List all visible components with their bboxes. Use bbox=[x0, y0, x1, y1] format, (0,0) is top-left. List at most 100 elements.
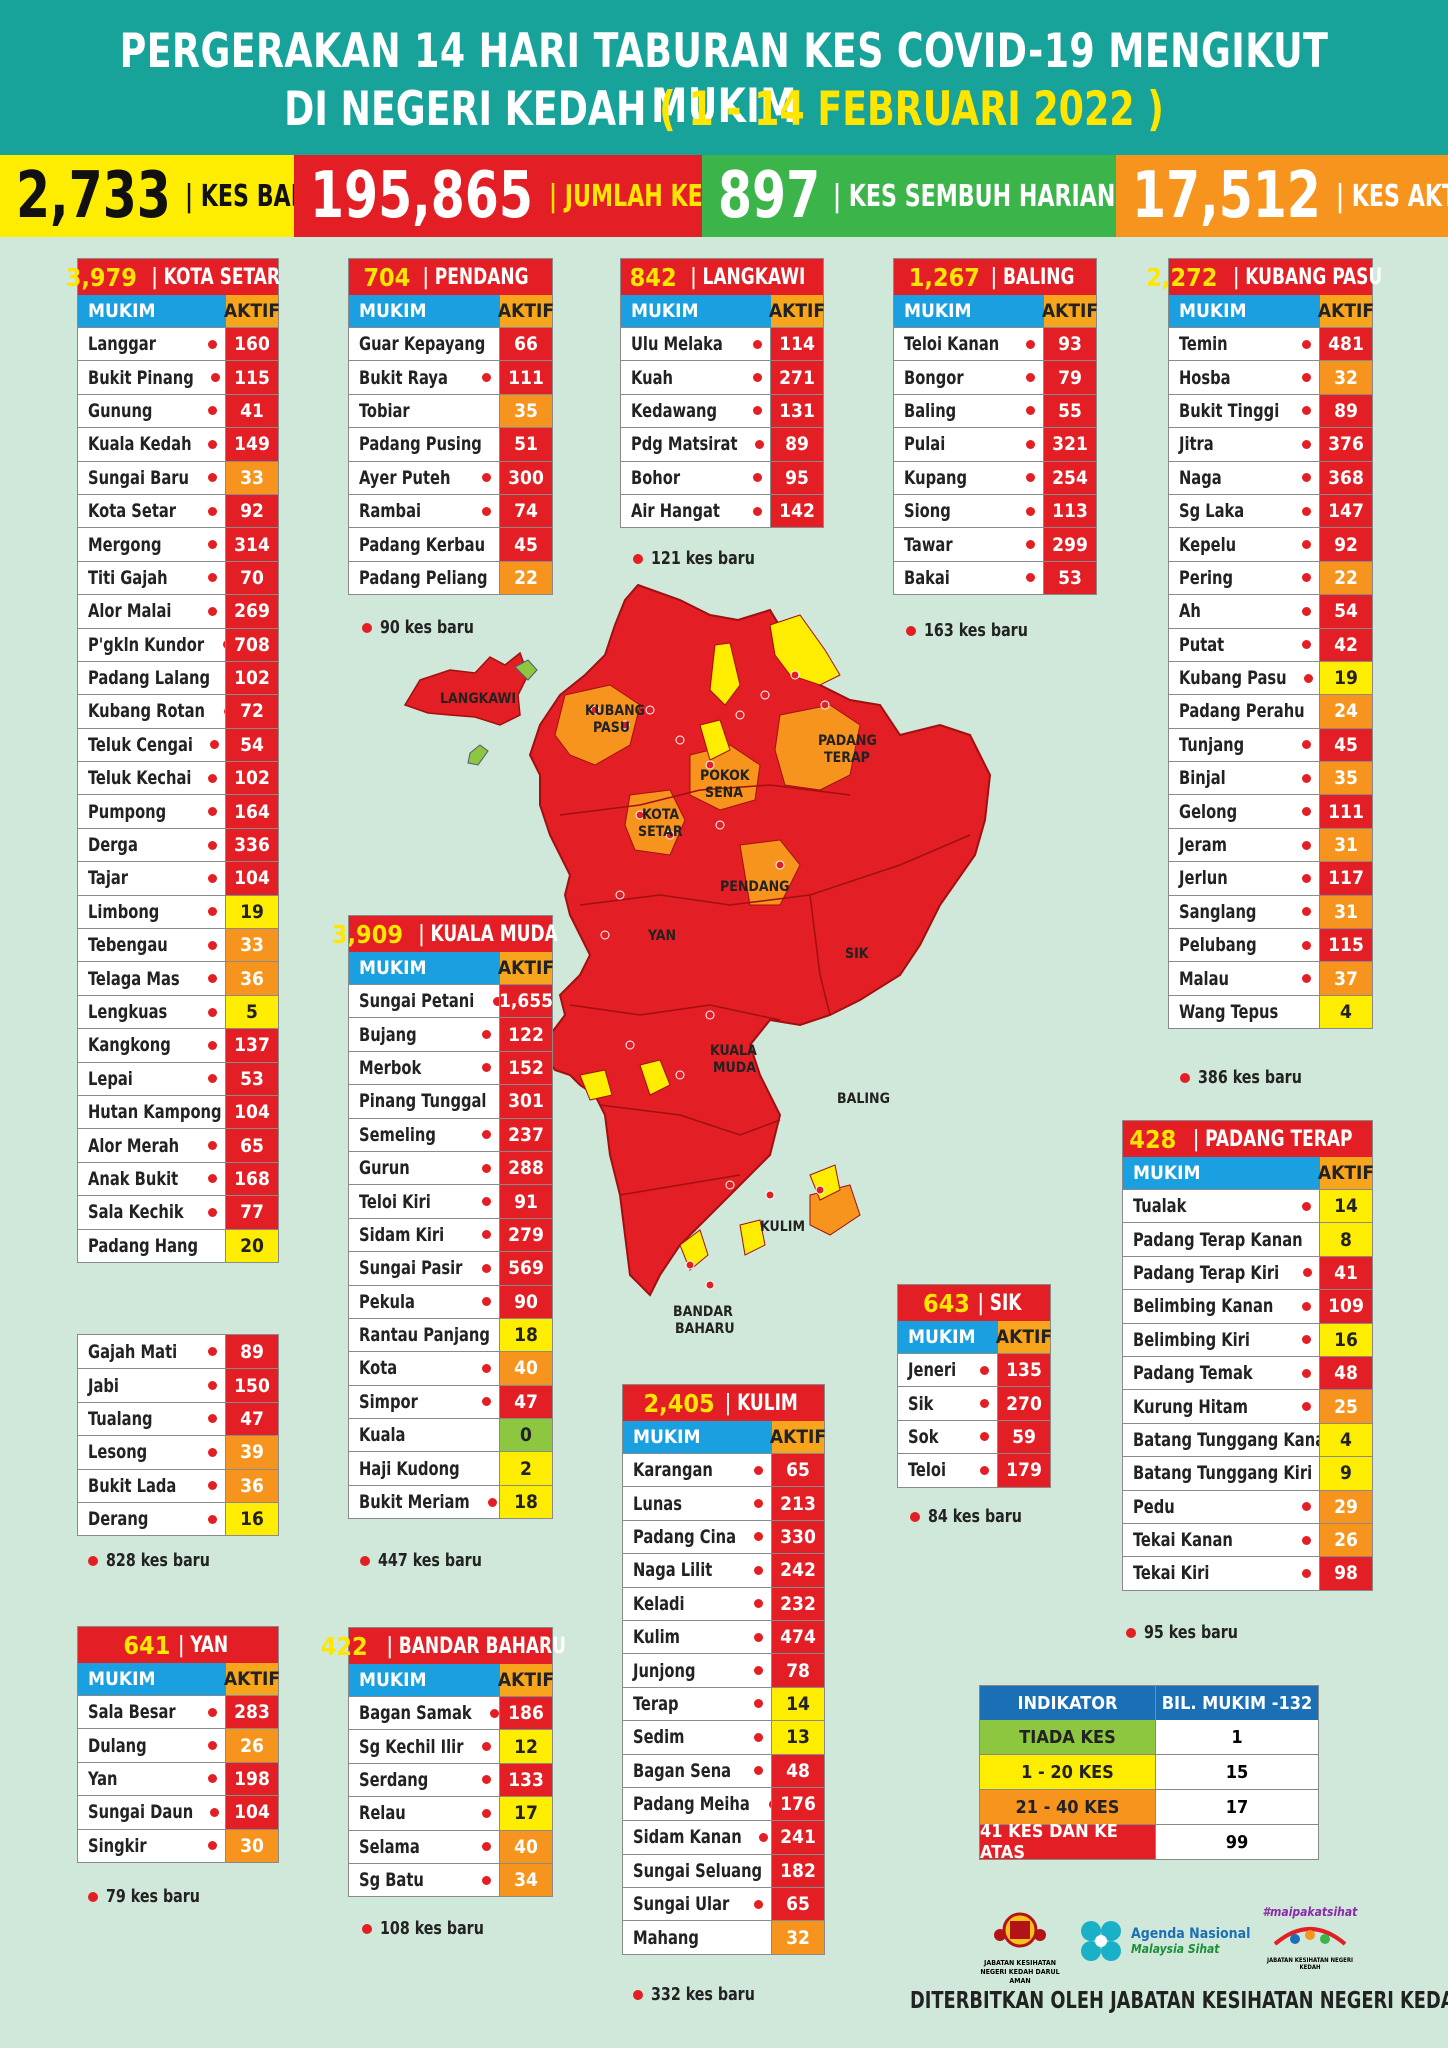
table-row: Padang Perahu 24 bbox=[1169, 694, 1372, 728]
new-cases-note: 84 kes baru bbox=[910, 1506, 1035, 1527]
aktif-value: 70 bbox=[225, 561, 278, 595]
aktif-value: 32 bbox=[771, 1921, 824, 1954]
new-case-dot-icon bbox=[759, 1832, 769, 1842]
new-case-dot-icon bbox=[1302, 740, 1311, 750]
new-case-dot-icon bbox=[208, 439, 218, 449]
new-case-dot-icon bbox=[482, 1397, 491, 1407]
table-row: Bukit Lada 36 bbox=[78, 1468, 278, 1502]
mukim-name: Bukit Raya bbox=[359, 366, 448, 389]
table-row: Keladi 232 bbox=[623, 1586, 824, 1620]
new-case-dot-icon bbox=[1026, 373, 1035, 383]
mukim-name: Sik bbox=[908, 1392, 934, 1415]
legend-row: TIADA KES 1 bbox=[980, 1720, 1318, 1754]
map-label-pokok-sena-1: POKOK bbox=[700, 768, 751, 784]
aktif-value: 104 bbox=[225, 1095, 278, 1129]
mukim-cell: Padang Lalang bbox=[78, 662, 225, 694]
map-label-padang-terap-1: PADANG bbox=[818, 733, 877, 749]
mukim-name: Malau bbox=[1179, 967, 1229, 990]
col-aktif: AKTIF bbox=[996, 1321, 1052, 1353]
region-yellow-7 bbox=[739, 1219, 766, 1256]
mukim-cell: Gelong bbox=[1169, 795, 1319, 827]
aktif-value: 45 bbox=[499, 528, 552, 561]
mukim-cell: Tualak bbox=[1123, 1190, 1319, 1222]
mukim-name: Putat bbox=[1179, 633, 1225, 656]
aktif-value: 93 bbox=[1043, 328, 1096, 361]
aktif-value: 271 bbox=[770, 361, 823, 394]
aktif-value: 47 bbox=[225, 1402, 278, 1436]
mukim-name: Derang bbox=[88, 1508, 149, 1531]
aktif-value: 142 bbox=[770, 494, 823, 528]
mukim-cell: Ayer Puteh bbox=[349, 462, 499, 494]
new-case-dot-icon bbox=[360, 1555, 370, 1566]
aktif-value: 164 bbox=[225, 795, 278, 828]
mukim-cell: Padang Peliang bbox=[349, 562, 499, 594]
aktif-value: 113 bbox=[1043, 494, 1096, 528]
col-mukim: MUKIM bbox=[621, 295, 771, 327]
new-case-dot-icon bbox=[1302, 1301, 1311, 1311]
table-row: Sg Kechil Ilir 12 bbox=[349, 1729, 552, 1763]
aktif-value: 54 bbox=[1319, 595, 1372, 628]
new-cases-note: 332 kes baru bbox=[633, 1984, 769, 2005]
new-case-dot-icon bbox=[208, 1707, 217, 1717]
mukim-name: Kuala Kedah bbox=[88, 433, 192, 456]
new-case-dot-icon bbox=[754, 1599, 763, 1609]
mukim-name: Padang Kerbau bbox=[359, 533, 486, 556]
new-case-dot-icon bbox=[754, 1899, 763, 1909]
new-case-dot-icon bbox=[1026, 540, 1035, 550]
new-case-dot-icon bbox=[482, 1842, 491, 1852]
table-row: Naga 368 bbox=[1169, 460, 1372, 494]
district-table: 3,979 | KOTA SETAR MUKIM AKTIF Langgar 160 Buk… bbox=[66, 258, 280, 1263]
aktif-value: 481 bbox=[1319, 328, 1372, 361]
mukim-cell: Binjal bbox=[1169, 762, 1319, 794]
new-case-dot-icon bbox=[754, 1465, 763, 1475]
new-case-dot-icon bbox=[208, 1141, 217, 1151]
mukim-cell: Sidam Kanan bbox=[623, 1821, 771, 1853]
col-aktif: AKTIF bbox=[498, 952, 554, 984]
map-label-kulim: KULIM bbox=[760, 1219, 805, 1235]
table-row: Sungai Daun 104 bbox=[78, 1795, 278, 1829]
table-row: Tobiar 35 bbox=[349, 393, 552, 428]
mukim-cell: Derang bbox=[78, 1503, 225, 1535]
aktif-value: 78 bbox=[771, 1654, 824, 1687]
aktif-value: 198 bbox=[225, 1762, 278, 1796]
aktif-value: 40 bbox=[499, 1830, 552, 1863]
mukim-name: Rantau Panjang bbox=[359, 1324, 490, 1347]
new-case-dot-icon bbox=[910, 1511, 920, 1522]
aktif-value: 90 bbox=[499, 1285, 552, 1318]
mukim-cell: Pulai bbox=[894, 428, 1043, 460]
mukim-cell: Pelubang bbox=[1169, 929, 1319, 961]
map-label-kubang-pasu-1: KUBANG bbox=[585, 703, 645, 719]
smpk-logo-text: #maipakatsihat bbox=[1262, 1905, 1358, 1919]
map-label-bandar-baharu-1: BANDAR bbox=[673, 1304, 733, 1320]
table-row: Tekai Kanan 26 bbox=[1123, 1522, 1372, 1557]
table-row: Kubang Rotan 72 bbox=[78, 694, 278, 728]
aktif-value: 269 bbox=[225, 595, 278, 628]
mukim-cell: Air Hangat bbox=[621, 495, 770, 527]
legend-count: 17 bbox=[1155, 1790, 1318, 1824]
new-case-dot-icon bbox=[1302, 907, 1311, 917]
table-row: Karangan 65 bbox=[623, 1453, 824, 1487]
new-cases-note: 828 kes baru bbox=[88, 1550, 224, 1571]
region-yellow-5 bbox=[579, 1069, 613, 1101]
table-row: Pering 22 bbox=[1169, 560, 1372, 595]
mukim-name: Padang Terap Kanan bbox=[1133, 1228, 1303, 1251]
new-case-dot-icon bbox=[208, 1481, 217, 1491]
new-case-dot-icon bbox=[482, 1063, 491, 1073]
aktif-value: 16 bbox=[225, 1502, 278, 1536]
aktif-value: 40 bbox=[499, 1352, 552, 1385]
new-case-dot-icon bbox=[208, 1841, 217, 1851]
mukim-cell: Tajar bbox=[78, 862, 225, 894]
stat-3: 17,512 | KES AKTIF bbox=[1116, 155, 1448, 237]
table-row: Alor Malai 269 bbox=[78, 594, 278, 628]
mukim-cell: Kuala Kedah bbox=[78, 428, 225, 460]
table-row: Padang Peliang 22 bbox=[349, 560, 552, 595]
aktif-value: 98 bbox=[1319, 1557, 1372, 1590]
aktif-value: 133 bbox=[499, 1763, 552, 1797]
table-row: Belimbing Kanan 109 bbox=[1123, 1289, 1372, 1323]
aktif-value: 35 bbox=[499, 394, 552, 428]
table-row: Pulai 321 bbox=[894, 427, 1096, 461]
table-row: Kota Setar 92 bbox=[78, 493, 278, 528]
legend-label: 21 - 40 KES bbox=[980, 1790, 1155, 1824]
table-row: Dulang 26 bbox=[78, 1728, 278, 1762]
mukim-cell: Derga bbox=[78, 829, 225, 861]
